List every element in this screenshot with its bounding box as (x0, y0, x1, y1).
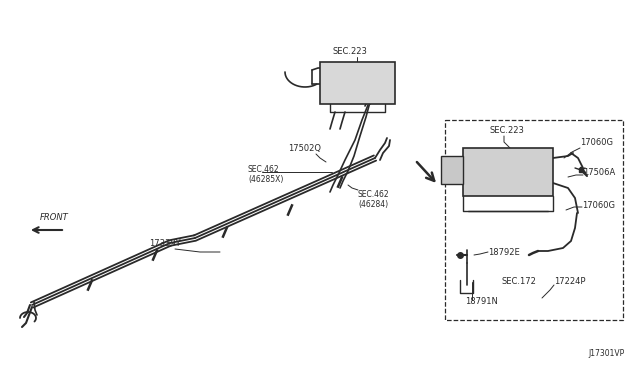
Text: 17060G: 17060G (580, 138, 613, 147)
Text: 18792E: 18792E (488, 247, 520, 257)
Text: 17506A: 17506A (583, 167, 615, 176)
Bar (445, 120, 623, 320)
Text: SEC.223: SEC.223 (333, 47, 367, 56)
Text: SEC.462
(46284): SEC.462 (46284) (358, 190, 390, 209)
Bar (463, 148, 553, 196)
Text: 18791N: 18791N (465, 298, 498, 307)
Text: J17301VP: J17301VP (589, 349, 625, 358)
Text: SEC.462
(46285X): SEC.462 (46285X) (248, 165, 284, 185)
Text: SEC.172: SEC.172 (502, 278, 537, 286)
Text: 17224P: 17224P (554, 278, 586, 286)
Text: SEC.223: SEC.223 (490, 126, 525, 135)
Text: 17060G: 17060G (582, 201, 615, 209)
Text: FRONT: FRONT (40, 213, 68, 222)
Text: 17339Y: 17339Y (149, 239, 181, 248)
Bar (320, 62, 395, 104)
Bar (441, 156, 463, 184)
Text: 17502Q: 17502Q (289, 144, 321, 153)
